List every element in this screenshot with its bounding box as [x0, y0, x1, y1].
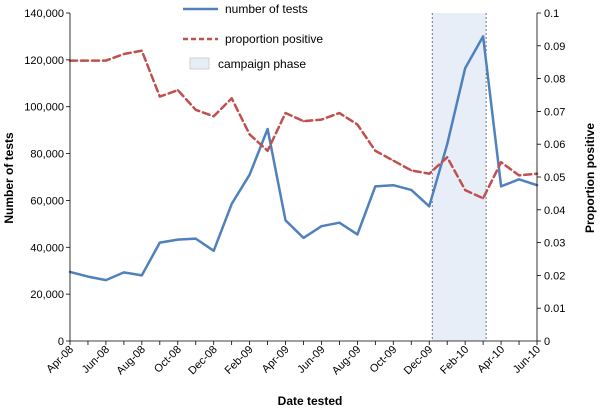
left-axis-tick-label: 20,000 — [30, 289, 64, 301]
legend-proportion-label: proportion positive — [225, 32, 323, 46]
left-axis-title: Number of tests — [2, 132, 16, 224]
data-point — [374, 185, 377, 188]
data-point — [518, 174, 521, 177]
campaign-phase-region — [432, 13, 487, 341]
legend-campaign-label: campaign phase — [218, 57, 306, 71]
left-axis-tick-label: 60,000 — [30, 195, 64, 207]
data-point — [140, 274, 143, 277]
data-point — [500, 161, 503, 164]
data-point — [464, 189, 467, 192]
data-point — [320, 118, 323, 121]
data-point — [194, 108, 197, 111]
data-point — [482, 197, 485, 200]
data-point — [338, 112, 341, 115]
right-axis-tick-label: 0.1 — [544, 8, 559, 20]
data-point — [500, 185, 503, 188]
data-point — [392, 159, 395, 162]
data-point — [248, 133, 251, 136]
left-axis-tick-label: 140,000 — [24, 8, 64, 20]
legend-campaign-swatch — [189, 57, 210, 70]
data-point — [464, 67, 467, 70]
data-point — [176, 238, 179, 241]
data-point — [446, 143, 449, 146]
data-point — [284, 112, 287, 115]
legend-tests-label: number of tests — [225, 2, 308, 16]
right-axis-tick-label: 0.06 — [544, 139, 565, 151]
data-point — [284, 219, 287, 222]
right-axis-tick-label: 0.08 — [544, 74, 565, 86]
data-point — [158, 241, 161, 244]
data-point — [212, 115, 215, 118]
left-axis-tick-label: 120,000 — [24, 55, 64, 67]
data-point — [302, 236, 305, 239]
data-point — [428, 205, 431, 208]
x-axis-title: Date tested — [278, 394, 343, 408]
data-point — [446, 156, 449, 159]
data-point — [194, 237, 197, 240]
data-point — [122, 271, 125, 274]
data-point — [212, 249, 215, 252]
data-point — [320, 225, 323, 228]
data-point — [86, 59, 89, 62]
data-point — [104, 59, 107, 62]
data-point — [482, 35, 485, 38]
series-line-proportion-positive — [68, 49, 539, 200]
data-point — [428, 172, 431, 175]
right-axis-tick-label: 0.09 — [544, 41, 565, 53]
data-point — [86, 275, 89, 278]
right-axis-tick-label: 0 — [544, 336, 550, 348]
data-point — [356, 123, 359, 126]
right-axis-tick-label: 0.05 — [544, 172, 565, 184]
data-point — [518, 178, 521, 181]
data-point — [266, 149, 269, 152]
right-axis-tick-label: 0.01 — [544, 303, 565, 315]
data-point — [122, 53, 125, 55]
data-point — [410, 169, 413, 172]
right-axis-tick-label: 0.03 — [544, 238, 565, 250]
right-axis-tick-label: 0.04 — [544, 205, 565, 217]
data-point — [410, 188, 413, 191]
right-axis-title: Proportion positive — [583, 123, 597, 233]
data-point — [302, 120, 305, 123]
left-axis-tick-label: 0 — [58, 336, 64, 348]
data-point — [392, 184, 395, 187]
legend: number of tests proportion positive camp… — [183, 2, 323, 71]
data-point — [356, 233, 359, 236]
data-point — [266, 127, 269, 130]
data-point — [338, 221, 341, 224]
data-point — [248, 173, 251, 176]
right-axis-tick-label: 0.02 — [544, 270, 565, 282]
data-point — [104, 279, 107, 282]
left-axis-tick-label: 40,000 — [30, 242, 64, 254]
data-point — [176, 89, 179, 92]
data-point — [140, 49, 143, 52]
left-axis-tick-label: 80,000 — [30, 149, 64, 161]
left-axis-tick-label: 100,000 — [24, 102, 64, 114]
right-axis-tick-label: 0.07 — [544, 106, 565, 118]
data-point — [158, 95, 161, 98]
data-point — [374, 149, 377, 152]
data-point — [230, 97, 233, 100]
data-point — [230, 202, 233, 205]
